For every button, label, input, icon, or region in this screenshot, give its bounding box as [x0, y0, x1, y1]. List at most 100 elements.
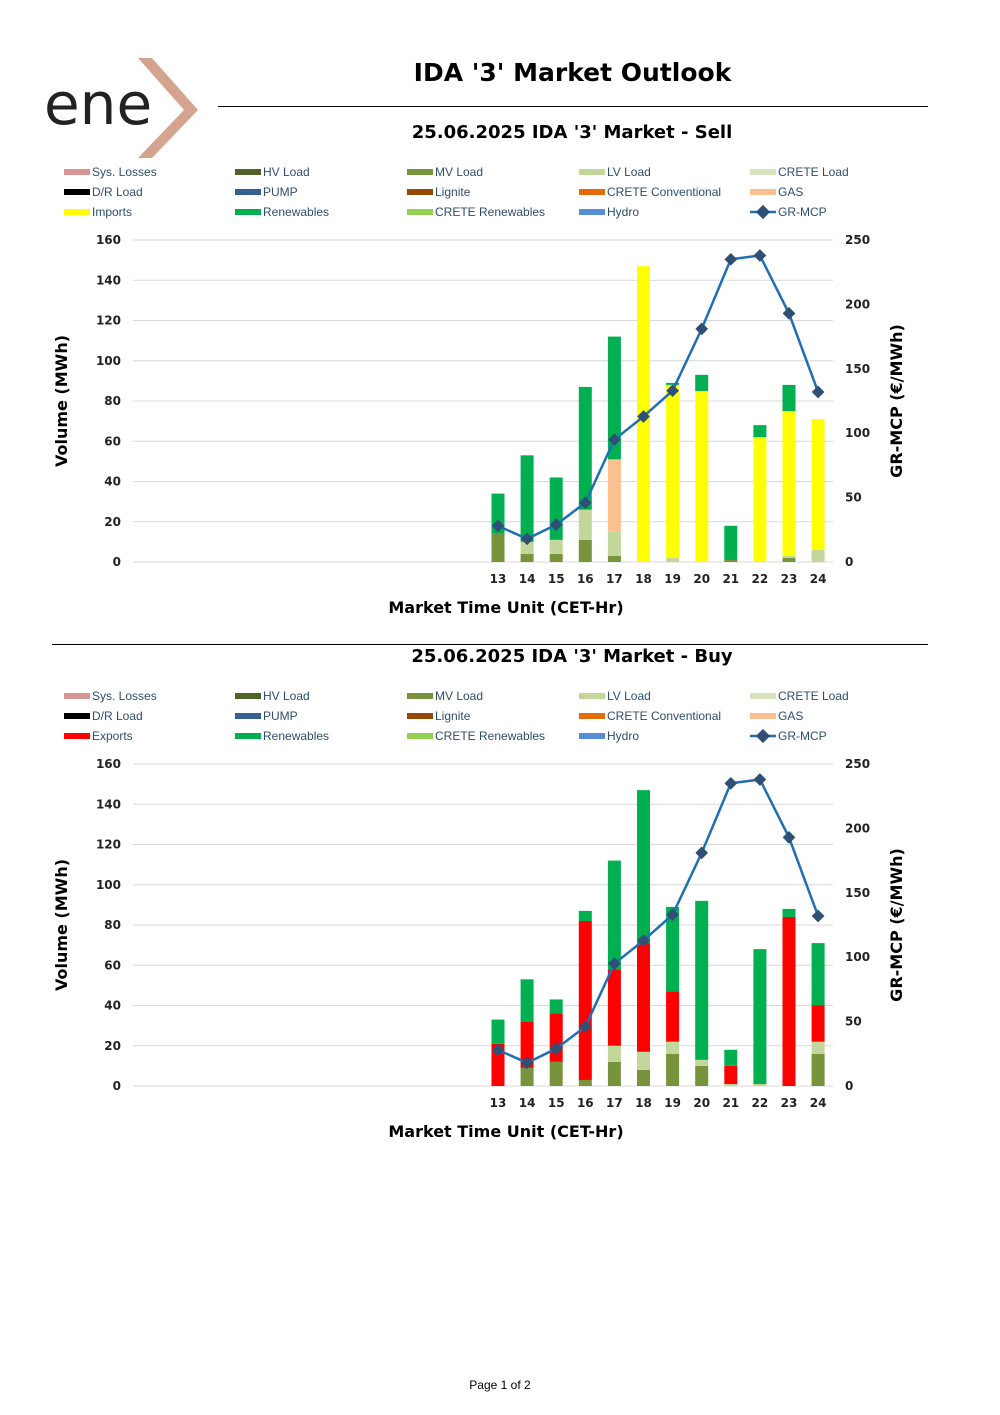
- sell-chart: 25.06.2025 IDA '3' Market - Sell Sys. Los…: [52, 122, 906, 617]
- bar-imports: [666, 384, 680, 558]
- bar-mv-load: [520, 553, 534, 562]
- legend-swatch: [579, 713, 605, 719]
- legend-swatch: [64, 693, 90, 699]
- legend-swatch: [579, 169, 605, 175]
- x-tick-label: 21: [722, 1096, 739, 1110]
- y2-tick-label: 0: [845, 1079, 853, 1093]
- legend-swatch: [235, 713, 261, 719]
- legend-label: Lignite: [435, 185, 471, 199]
- logo-chevron-icon: [138, 58, 198, 158]
- bar-exports: [491, 1043, 505, 1086]
- legend-swatch: [407, 713, 433, 719]
- bar-mv-load: [724, 559, 738, 562]
- legend-swatch: [407, 733, 433, 739]
- page-footer: Page 1 of 2: [469, 1378, 531, 1392]
- x-tick-label: 24: [810, 572, 827, 586]
- mcp-point: [811, 385, 825, 399]
- bar-mv-load: [666, 1053, 680, 1086]
- mcp-point: [549, 1042, 563, 1056]
- y-tick-label: 100: [96, 878, 121, 892]
- x-tick-label: 20: [693, 572, 710, 586]
- x-tick-label: 16: [577, 1096, 594, 1110]
- legend-label: GAS: [778, 709, 803, 723]
- bar-exports: [578, 920, 592, 1080]
- legend-marker-icon: [755, 204, 771, 220]
- x-tick-label: 17: [606, 572, 623, 586]
- legend-swatch: [407, 693, 433, 699]
- bar-renewables: [520, 979, 534, 1022]
- mcp-point: [811, 909, 825, 923]
- y-tick-label: 140: [96, 273, 121, 287]
- x-tick-label: 20: [693, 1096, 710, 1110]
- legend-swatch: [64, 209, 90, 215]
- mcp-point: [695, 322, 709, 336]
- bar-renewables: [549, 999, 563, 1014]
- mcp-line: [497, 778, 820, 1065]
- bar-imports: [811, 419, 825, 550]
- y2-tick-label: 200: [845, 821, 870, 835]
- legend-swatch: [407, 189, 433, 195]
- y-tick-label: 140: [96, 797, 121, 811]
- bar-lv-load: [666, 1041, 680, 1054]
- bar-renewables: [666, 906, 680, 992]
- y-tick-label: 40: [104, 475, 121, 489]
- legend-label: MV Load: [435, 689, 483, 703]
- bar-exports: [607, 969, 621, 1046]
- y-tick-label: 120: [96, 314, 121, 328]
- bar-exports: [782, 916, 796, 1086]
- legend-label: GAS: [778, 185, 803, 199]
- legend-swatch: [579, 209, 605, 215]
- mcp-point: [724, 252, 738, 266]
- legend-swatch: [579, 733, 605, 739]
- legend-label: D/R Load: [92, 185, 143, 199]
- enex-logo: ene: [40, 52, 210, 162]
- y-tick-label: 20: [104, 1039, 121, 1053]
- bar-mv-load: [607, 555, 621, 562]
- mcp-point: [782, 831, 796, 844]
- y2-tick-label: 100: [845, 426, 870, 440]
- bar-mv-load: [607, 1061, 621, 1086]
- bar-lv-load: [782, 555, 796, 558]
- logo-text: ene: [44, 70, 152, 138]
- x-tick-label: 14: [519, 1096, 536, 1110]
- y-tick-label: 0: [113, 555, 121, 569]
- legend-swatch: [750, 713, 776, 719]
- x-tick-label: 13: [490, 572, 507, 586]
- y-tick-label: 40: [104, 999, 121, 1013]
- title-divider: [218, 106, 928, 107]
- legend-label: Sys. Losses: [92, 165, 157, 179]
- legend-label: Lignite: [435, 709, 471, 723]
- y-tick-label: 60: [104, 434, 121, 448]
- x-axis-title: Market Time Unit (CET-Hr): [388, 598, 623, 617]
- bar-imports: [782, 411, 796, 556]
- bar-lv-load: [666, 557, 680, 562]
- legend-swatch: [235, 169, 261, 175]
- enex-logo-graphic: ene: [44, 58, 198, 158]
- x-tick-label: 17: [606, 1096, 623, 1110]
- legend-label: PUMP: [263, 185, 298, 199]
- bar-lv-load: [753, 1083, 767, 1086]
- x-tick-label: 24: [810, 1096, 827, 1110]
- bar-lv-load: [695, 1059, 709, 1066]
- legend-swatch: [64, 189, 90, 195]
- x-tick-label: 23: [781, 572, 798, 586]
- legend-swatch: [235, 733, 261, 739]
- y2-tick-label: 50: [845, 1015, 862, 1029]
- legend-swatch: [407, 169, 433, 175]
- x-tick-label: 22: [752, 572, 769, 586]
- bar-mv-load: [578, 539, 592, 562]
- legend-swatch: [64, 733, 90, 739]
- y2-tick-label: 150: [845, 362, 870, 376]
- bar-imports: [753, 437, 767, 562]
- mcp-point: [782, 307, 796, 320]
- y-axis-title: Volume (MWh): [52, 859, 71, 991]
- legend-label: LV Load: [607, 165, 651, 179]
- y-tick-label: 0: [113, 1079, 121, 1093]
- bar-mv-load: [637, 1069, 650, 1086]
- bar-renewables: [753, 425, 767, 438]
- bar-lv-load: [578, 509, 592, 540]
- legend-swatch: [64, 713, 90, 719]
- legend-swatch: [579, 189, 605, 195]
- y-axis-title: Volume (MWh): [52, 335, 71, 467]
- bar-lv-load: [549, 539, 563, 554]
